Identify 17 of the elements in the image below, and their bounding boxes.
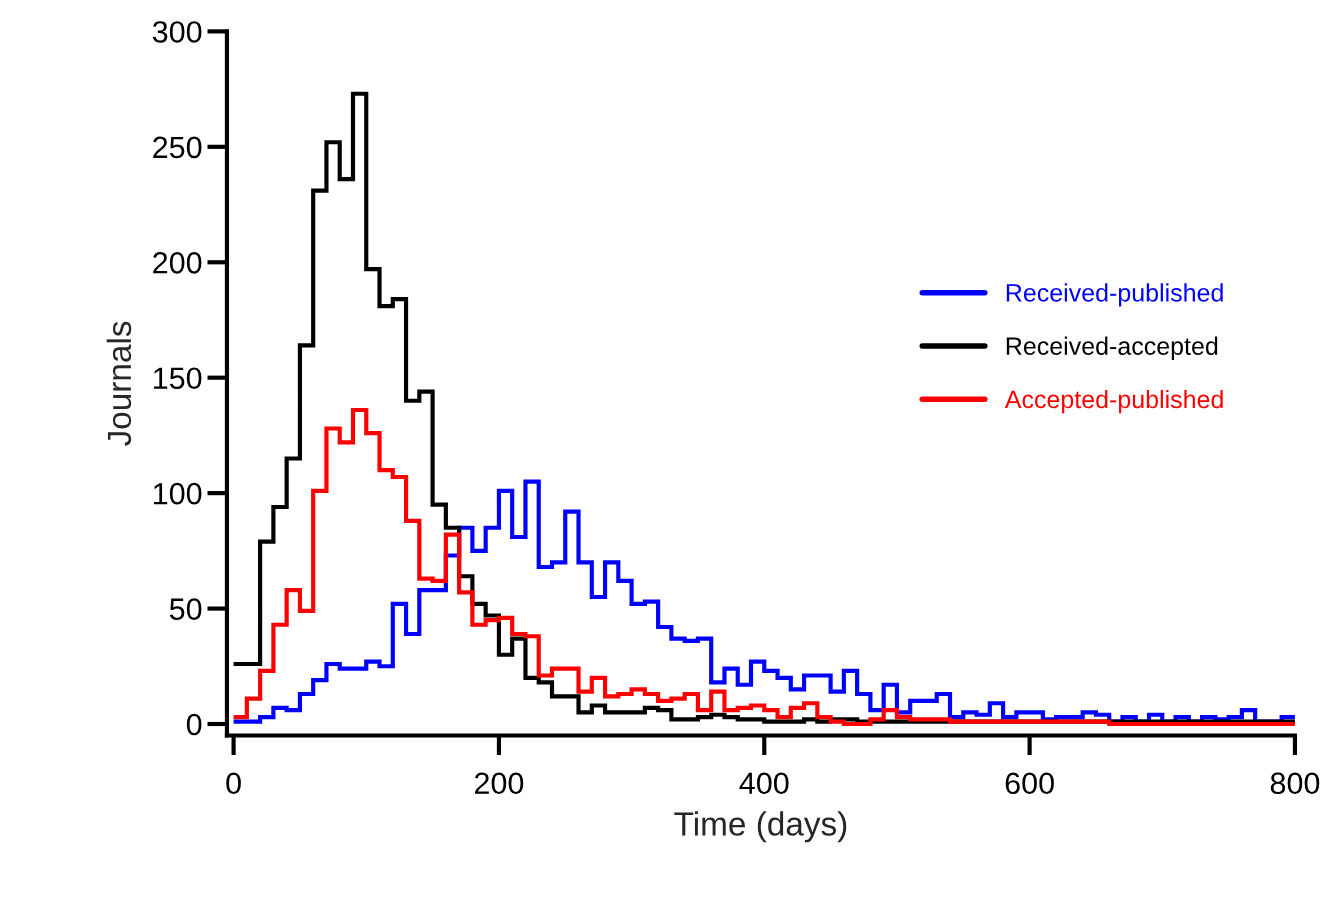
x-tick-label: 0 [226, 772, 241, 795]
x-axis-title: Time (days) [674, 811, 847, 843]
y-tick-label: 50 [169, 598, 202, 620]
legend-label: Accepted-published [1004, 389, 1223, 414]
y-axis-title: Journals [106, 321, 132, 446]
legend-label: Received-published [1006, 283, 1223, 307]
y-tick-label: 100 [154, 482, 202, 505]
x-tick-label: 600 [1005, 772, 1054, 795]
x-tick-label: 800 [1270, 772, 1320, 795]
y-tick-label: 0 [186, 713, 202, 736]
x-tick-label: 400 [739, 772, 789, 795]
legend-label: Received-accepted [1006, 336, 1218, 360]
y-tick-label: 150 [154, 367, 202, 390]
y-tick-label: 300 [152, 21, 202, 43]
y-tick-label: 200 [153, 252, 202, 274]
y-tick-label: 250 [153, 136, 202, 159]
x-tick-label: 200 [474, 772, 524, 795]
